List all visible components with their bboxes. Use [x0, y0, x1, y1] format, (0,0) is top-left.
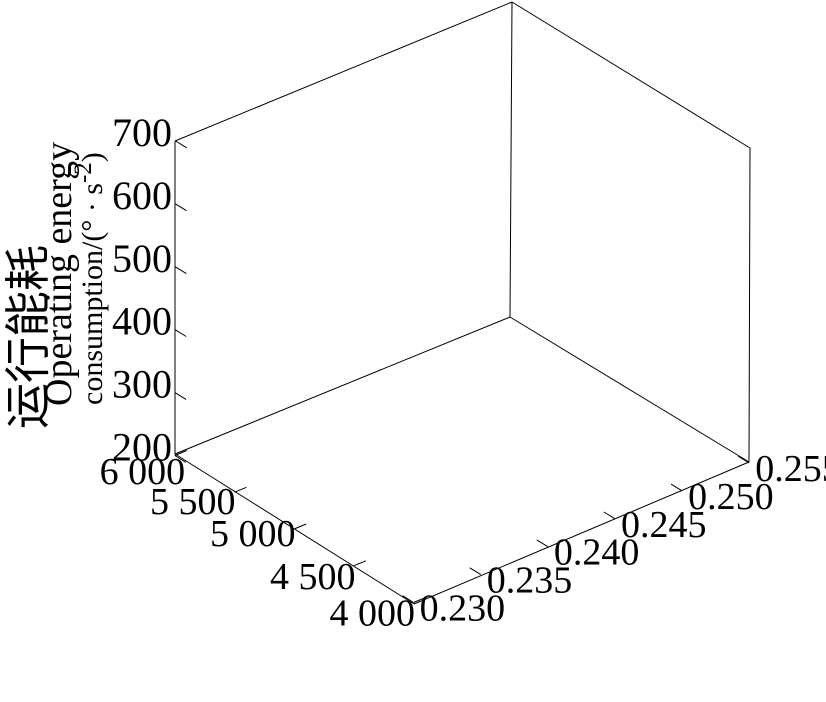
svg-text:4 000: 4 000: [330, 593, 416, 635]
svg-text:600: 600: [112, 173, 172, 218]
svg-text:4 500: 4 500: [270, 556, 356, 598]
svg-text:500: 500: [112, 236, 172, 281]
svg-text:400: 400: [112, 299, 172, 344]
svg-text:700: 700: [112, 110, 172, 155]
svg-text:300: 300: [112, 362, 172, 407]
svg-text:0.255: 0.255: [755, 448, 826, 490]
svg-text:6 000: 6 000: [100, 451, 186, 493]
